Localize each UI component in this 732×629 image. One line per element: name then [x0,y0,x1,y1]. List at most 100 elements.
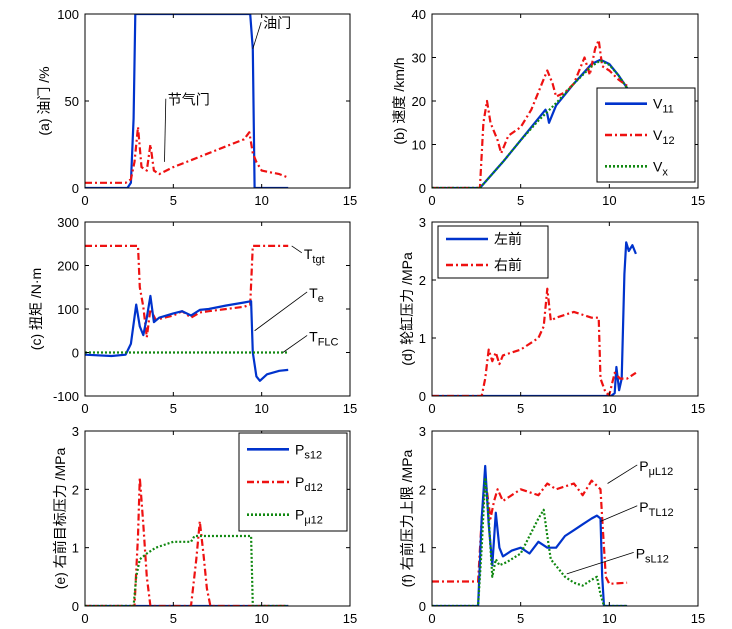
annotation-leader [254,291,308,332]
y-tick-label: 100 [57,302,79,317]
panel-f: 0 5 10 15 0 1 2 3 (f) 右前压力上限 /MPa PμL12 PTL12 PsL12 [399,424,705,626]
y-tick-label: 0 [72,599,79,614]
annotation-f-1: PμL12 [639,458,673,478]
annotation-leader [282,335,308,353]
axes-box-a [84,13,351,189]
x-tick-label: 5 [170,401,177,416]
x-tick-label: 10 [254,193,268,208]
y-tick-label: 0 [419,389,426,404]
x-tick-label: 10 [602,401,616,416]
x-tick-label: 10 [602,193,616,208]
annotation-c-2: Te [309,285,324,305]
y-tick-label: 2 [72,482,79,497]
x-tick-label: 5 [517,193,524,208]
series-d-2 [432,287,637,396]
series-a-2 [85,126,289,184]
annotation-c-3: TFLC [309,328,338,348]
legend-entry: Vx [653,158,668,178]
annotation-leader [600,505,638,522]
legend-entry: Pμ12 [295,507,323,527]
x-tick-label: 0 [81,611,88,626]
series-a-1 [85,14,289,188]
annotation-leader [252,22,262,49]
y-tick-label: 50 [65,94,79,109]
y-tick-label: 100 [57,7,79,22]
y-tick-label: 3 [419,215,426,230]
y-tick-label: 0 [419,599,426,614]
legend-entry: Pd12 [295,474,323,494]
annotation-leader [291,245,303,254]
x-tick-label: 5 [517,611,524,626]
axes-box-f [431,430,699,607]
x-tick-label: 0 [428,611,435,626]
x-tick-label: 0 [81,193,88,208]
x-tick-label: 0 [428,401,435,416]
series-b-3 [432,59,632,188]
annotation-f-2: PTL12 [639,499,673,519]
legend-entry: Ps12 [295,441,322,461]
x-tick-label: 15 [691,193,705,208]
y-tick-label: -100 [53,389,79,404]
annotation-leader [164,98,167,162]
y-tick-label: 200 [57,259,79,274]
panel-b: 0 5 10 15 0 10 20 30 40 (b) 速度 /km/h V11 V12 Vx [391,7,705,208]
y-tick-label: 0 [72,346,79,361]
series-b-2 [432,39,628,188]
y-axis-label-f: (f) 右前压力上限 /MPa [399,449,415,587]
axes-box-d [431,221,699,397]
legend-entry: 左前 [494,231,522,247]
legend-d [437,225,549,279]
annotation-a-1: 油门 [263,15,291,31]
y-tick-label: 300 [57,215,79,230]
x-tick-label: 15 [343,611,357,626]
series-f-1 [432,476,628,585]
legend-entry: 右前 [494,257,522,273]
x-tick-label: 15 [691,611,705,626]
series-f-2 [432,464,628,606]
y-tick-label: 1 [419,331,426,346]
x-tick-label: 0 [81,401,88,416]
y-tick-label: 20 [412,94,426,109]
x-tick-label: 15 [691,401,705,416]
x-tick-label: 10 [254,401,268,416]
x-tick-label: 5 [517,401,524,416]
y-axis-label-d: (d) 轮缸压力 /MPa [399,252,415,366]
y-axis-label-b: (b) 速度 /km/h [391,57,407,144]
y-tick-label: 2 [419,482,426,497]
annotation-leader [607,464,638,484]
x-tick-label: 10 [602,611,616,626]
legend-entry: V11 [653,96,674,116]
y-tick-label: 40 [412,7,426,22]
y-tick-label: 0 [419,181,426,196]
series-e-3 [85,534,289,606]
series-f-3 [432,476,628,606]
series-c-1 [85,244,289,339]
y-tick-label: 1 [72,541,79,556]
x-tick-label: 5 [170,611,177,626]
y-tick-label: 10 [412,138,426,153]
x-tick-label: 0 [428,193,435,208]
x-tick-label: 5 [170,193,177,208]
legend-entry: V12 [653,127,675,147]
axes-box-e [84,430,351,607]
annotation-a-2: 节气门 [168,92,210,108]
annotation-leader [566,552,634,575]
y-axis-label-a: (a) 油门 /% [36,66,52,135]
annotation-f-3: PsL12 [636,545,669,565]
y-tick-label: 1 [419,541,426,556]
x-tick-label: 10 [254,611,268,626]
x-tick-label: 15 [343,193,357,208]
legend-e [238,432,348,532]
y-axis-label-c: (c) 扭矩 /N·m [28,268,44,350]
annotation-c-1: Ttgt [304,246,325,266]
y-axis-label-e: (e) 右前目标压力 /MPa [52,448,68,590]
panel-e: 0 5 10 15 0 1 2 3 (e) 右前目标压力 /MPa Ps12 Pd12 Pμ12 [52,424,357,626]
x-tick-label: 15 [343,401,357,416]
series-c-2 [85,294,289,382]
y-tick-label: 3 [72,424,79,439]
y-tick-label: 3 [419,424,426,439]
